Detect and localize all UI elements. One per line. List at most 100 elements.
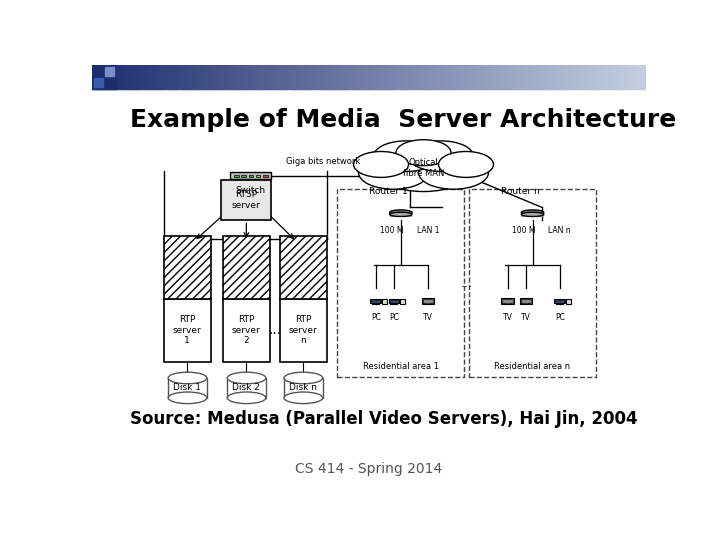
Bar xyxy=(380,65,383,90)
Bar xyxy=(569,65,571,90)
Bar xyxy=(343,65,346,90)
Bar xyxy=(391,65,394,90)
Text: PC: PC xyxy=(555,313,564,322)
Bar xyxy=(408,65,410,90)
Bar xyxy=(462,65,464,90)
Bar xyxy=(390,65,392,90)
Bar xyxy=(199,65,202,90)
Bar xyxy=(544,65,547,90)
Bar xyxy=(306,65,309,90)
Bar xyxy=(583,65,586,90)
Bar xyxy=(373,65,375,90)
Bar xyxy=(145,65,148,90)
Bar xyxy=(140,65,143,90)
Ellipse shape xyxy=(374,141,438,172)
Bar xyxy=(308,65,310,90)
Bar xyxy=(595,65,597,90)
Bar xyxy=(171,65,174,90)
Bar xyxy=(284,65,287,90)
Bar xyxy=(554,65,557,90)
Bar xyxy=(267,65,270,90)
Bar xyxy=(312,65,315,90)
Bar xyxy=(94,65,96,90)
Bar xyxy=(305,65,307,90)
Bar xyxy=(634,65,636,90)
Bar xyxy=(449,65,451,90)
Bar xyxy=(382,65,384,90)
Bar xyxy=(164,65,166,90)
Bar xyxy=(590,65,593,90)
Bar xyxy=(624,65,626,90)
Bar xyxy=(399,65,401,90)
Bar xyxy=(220,65,222,90)
Bar xyxy=(469,189,596,377)
Bar xyxy=(236,65,238,90)
Bar xyxy=(156,65,159,90)
Bar xyxy=(163,236,212,299)
Bar xyxy=(356,65,359,90)
Bar xyxy=(450,65,453,90)
Bar xyxy=(495,65,498,90)
Text: Disk n: Disk n xyxy=(289,383,317,393)
Bar xyxy=(186,65,189,90)
Bar xyxy=(130,65,133,90)
Ellipse shape xyxy=(521,210,544,215)
Bar xyxy=(393,65,396,90)
Bar xyxy=(372,300,380,303)
Bar xyxy=(566,299,571,303)
Bar xyxy=(534,65,536,90)
Bar xyxy=(503,299,513,303)
Bar xyxy=(153,65,156,90)
Bar xyxy=(521,299,531,303)
Bar xyxy=(628,65,630,90)
Text: PC: PC xyxy=(389,313,399,322)
Bar xyxy=(377,65,379,90)
Bar xyxy=(563,65,566,90)
Bar xyxy=(292,65,294,90)
Bar xyxy=(332,65,335,90)
Bar xyxy=(615,65,618,90)
Bar xyxy=(105,78,114,87)
Bar xyxy=(241,175,246,177)
Bar xyxy=(94,67,104,76)
Bar xyxy=(445,65,447,90)
Bar xyxy=(600,65,603,90)
Bar xyxy=(621,65,623,90)
Bar xyxy=(423,65,426,90)
Bar xyxy=(299,65,302,90)
Bar xyxy=(97,65,100,90)
Bar xyxy=(234,175,238,177)
Bar xyxy=(541,65,544,90)
Bar xyxy=(554,299,565,303)
Ellipse shape xyxy=(374,144,474,192)
Bar xyxy=(129,65,131,90)
Bar xyxy=(271,65,274,90)
Bar xyxy=(273,65,276,90)
Bar xyxy=(574,65,577,90)
Bar xyxy=(155,65,157,90)
Bar xyxy=(260,65,263,90)
Bar xyxy=(616,65,619,90)
Bar xyxy=(504,65,507,90)
Bar xyxy=(279,236,327,299)
Bar xyxy=(323,65,325,90)
Text: RTP
server
2: RTP server 2 xyxy=(232,315,261,345)
Bar xyxy=(289,65,292,90)
Bar xyxy=(598,65,600,90)
Bar xyxy=(526,65,528,90)
Bar xyxy=(587,65,590,90)
Bar xyxy=(225,65,228,90)
Bar xyxy=(386,65,388,90)
Text: 100 M: 100 M xyxy=(512,226,535,235)
Bar xyxy=(433,65,436,90)
Bar xyxy=(135,65,137,90)
Bar xyxy=(482,65,485,90)
Bar xyxy=(395,65,397,90)
Bar xyxy=(557,65,560,90)
Ellipse shape xyxy=(521,212,544,217)
Text: Residential area 1: Residential area 1 xyxy=(363,362,438,372)
Bar xyxy=(284,378,323,398)
Bar xyxy=(318,65,320,90)
Bar xyxy=(580,65,582,90)
Bar xyxy=(390,300,398,303)
